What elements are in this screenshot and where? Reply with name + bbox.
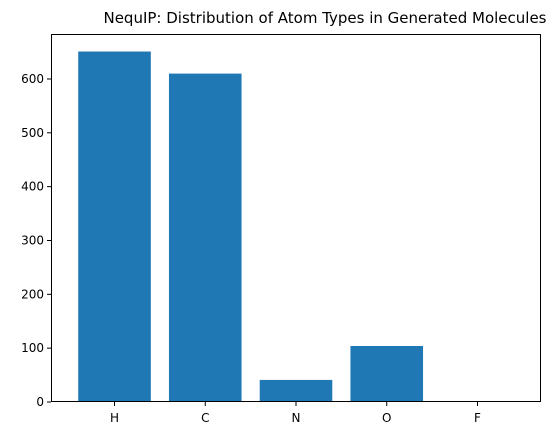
y-tick-label: 500: [21, 126, 44, 140]
bar-o: [350, 346, 424, 402]
x-tick-label: H: [110, 411, 119, 425]
x-tick-label: F: [474, 411, 481, 425]
bar-h: [78, 51, 151, 403]
y-tick-label: 100: [21, 341, 44, 355]
bar-c: [168, 73, 242, 403]
x-tick-label: C: [201, 411, 209, 425]
y-tick-label: 400: [21, 180, 44, 194]
x-tick-label: O: [382, 411, 391, 425]
y-tick-label: 300: [21, 233, 44, 247]
axes-frame: [51, 34, 541, 402]
y-tick-label: 0: [36, 395, 44, 409]
ticks-layer: H C N O F 0 100 200 300 400 500 600: [21, 72, 481, 425]
bars-layer: [78, 51, 424, 403]
y-tick-label: 600: [21, 72, 44, 86]
x-tick-label: N: [292, 411, 301, 425]
y-tick-label: 200: [21, 287, 44, 301]
bar-n: [259, 379, 333, 402]
chart-title: NequIP: Distribution of Atom Types in Ge…: [103, 9, 546, 27]
axes-layer: [51, 34, 541, 402]
